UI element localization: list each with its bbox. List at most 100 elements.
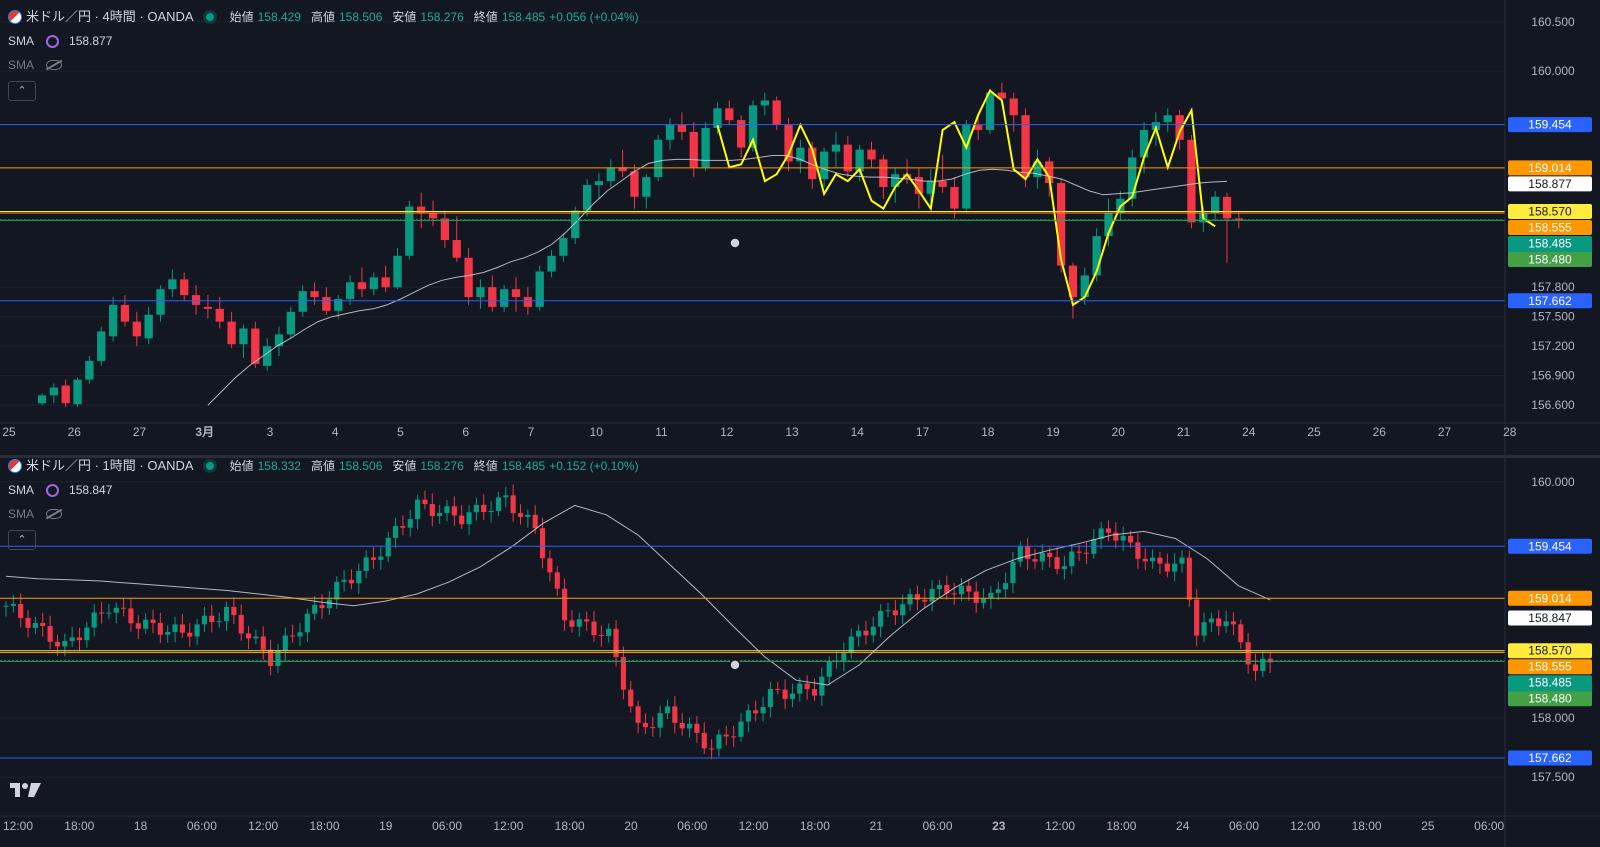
candle-body (310, 291, 319, 298)
hidden-eye-icon[interactable] (46, 60, 63, 70)
symbol-title[interactable]: 米ドル／円 · 1時間 · OANDA (26, 458, 194, 473)
candle-body (1068, 265, 1078, 298)
candle-body (1245, 642, 1251, 665)
low-label: 安値 (392, 459, 417, 473)
candle-body (716, 734, 722, 749)
candle-body (1172, 563, 1178, 572)
sma-settings-icon[interactable] (46, 34, 60, 48)
candle-body (1127, 535, 1134, 543)
candle-body (304, 613, 310, 633)
chart-pane-1h[interactable]: 160.000 158.000 157.500 159.454 159.014 158.8… (0, 458, 1600, 847)
pane-separator[interactable] (0, 455, 1600, 458)
candle-body (856, 630, 862, 637)
candle-body (135, 623, 141, 629)
candlestick-chart-4h[interactable]: 160.500 160.000 157.800 157.500 157.200 156.9… (0, 0, 1600, 455)
candle-body (1222, 196, 1232, 219)
candle-body (91, 612, 97, 628)
price-tag-label: 158.480 (1528, 253, 1572, 267)
hidden-eye-icon[interactable] (46, 509, 63, 519)
candle-body (1260, 658, 1266, 671)
price-tag (1508, 590, 1592, 606)
candle-body (312, 604, 318, 614)
candle-body (84, 627, 90, 641)
candle-body (701, 127, 710, 168)
usdjpy-flag-icon (8, 459, 22, 473)
candle-body (1045, 161, 1054, 184)
x-tick-label: 14 (851, 425, 865, 439)
candle-body (363, 557, 369, 571)
candle-body (194, 624, 200, 637)
candle-body (452, 240, 461, 258)
candle-body (689, 131, 698, 168)
x-tick-label: 06:00 (922, 819, 952, 833)
price-tag-label: 158.847 (1528, 611, 1572, 625)
y-tick-label: 157.500 (1531, 770, 1575, 784)
candle-body (201, 615, 208, 625)
candle-body (253, 636, 259, 639)
candle-body (1252, 664, 1259, 671)
candle-body (144, 314, 153, 339)
candle-body (378, 556, 384, 560)
x-tick-label: 25 (1307, 425, 1321, 439)
candle-body (1267, 658, 1273, 663)
candle-body (796, 147, 805, 162)
x-tick-label: 25 (1421, 819, 1435, 833)
candle-body (1010, 561, 1016, 584)
sma-indicator-2[interactable]: SMA (8, 502, 639, 526)
candle-body (1104, 213, 1113, 237)
change-value: +0.056 (+0.04%) (549, 10, 639, 24)
candle-body (554, 572, 560, 589)
sma-label: SMA (8, 507, 35, 521)
candle-body (892, 610, 898, 616)
candle-body (25, 617, 31, 628)
candle-body (297, 632, 303, 637)
candle-body (650, 727, 656, 729)
candle-body (576, 619, 582, 627)
candle-body (606, 167, 615, 182)
candle-body (679, 722, 685, 729)
tradingview-logo-icon[interactable] (10, 781, 42, 799)
sma-indicator-1[interactable]: SMA 158.847 (8, 478, 639, 502)
candle-body (811, 689, 818, 696)
price-tag-label: 159.014 (1528, 161, 1572, 175)
low-value: 158.276 (420, 459, 464, 473)
collapse-legend-button[interactable]: ⌃ (8, 530, 36, 550)
candle-body (657, 713, 663, 728)
candle-body (319, 604, 325, 609)
x-tick-label: 12 (720, 425, 734, 439)
x-tick-label: 06:00 (1229, 819, 1259, 833)
x-tick-label: 12:00 (3, 819, 33, 833)
candle-body (966, 585, 972, 592)
candle-body (980, 598, 987, 603)
x-tick-label: 18:00 (1106, 819, 1136, 833)
price-tag-label: 158.877 (1528, 177, 1572, 191)
chart-pane-4h[interactable]: 160.500 160.000 157.800 157.500 157.200 156.9… (0, 0, 1600, 455)
candle-body (179, 624, 185, 633)
x-tick-label: 26 (1373, 425, 1387, 439)
candle-body (32, 622, 38, 628)
symbol-title[interactable]: 米ドル／円 · 4時間 · OANDA (26, 9, 194, 24)
candle-body (511, 289, 521, 298)
sma-indicator-1[interactable]: SMA 158.877 (8, 29, 639, 53)
candle-body (239, 328, 248, 345)
y-tick-label: 157.800 (1531, 280, 1575, 294)
sma-settings-icon[interactable] (46, 483, 60, 497)
candle-body (606, 628, 612, 636)
candle-body (797, 683, 803, 694)
collapse-legend-button[interactable]: ⌃ (8, 81, 36, 101)
close-label: 終値 (473, 459, 498, 473)
candle-body (701, 732, 707, 749)
sma-label: SMA (8, 58, 35, 72)
candle-body (476, 287, 485, 298)
candle-body (760, 100, 769, 106)
sma-indicator-2[interactable]: SMA (8, 53, 639, 77)
candlestick-chart-1h[interactable]: 160.000 158.000 157.500 159.454 159.014 158.8… (0, 458, 1600, 847)
x-tick-label: 18:00 (309, 819, 339, 833)
candle-body (737, 120, 746, 148)
candle-body (1128, 157, 1137, 199)
open-label: 始値 (229, 10, 254, 24)
candle-body (598, 635, 604, 637)
x-tick-label: 27 (133, 425, 147, 439)
candle-body (985, 92, 995, 130)
candle-body (677, 125, 687, 132)
